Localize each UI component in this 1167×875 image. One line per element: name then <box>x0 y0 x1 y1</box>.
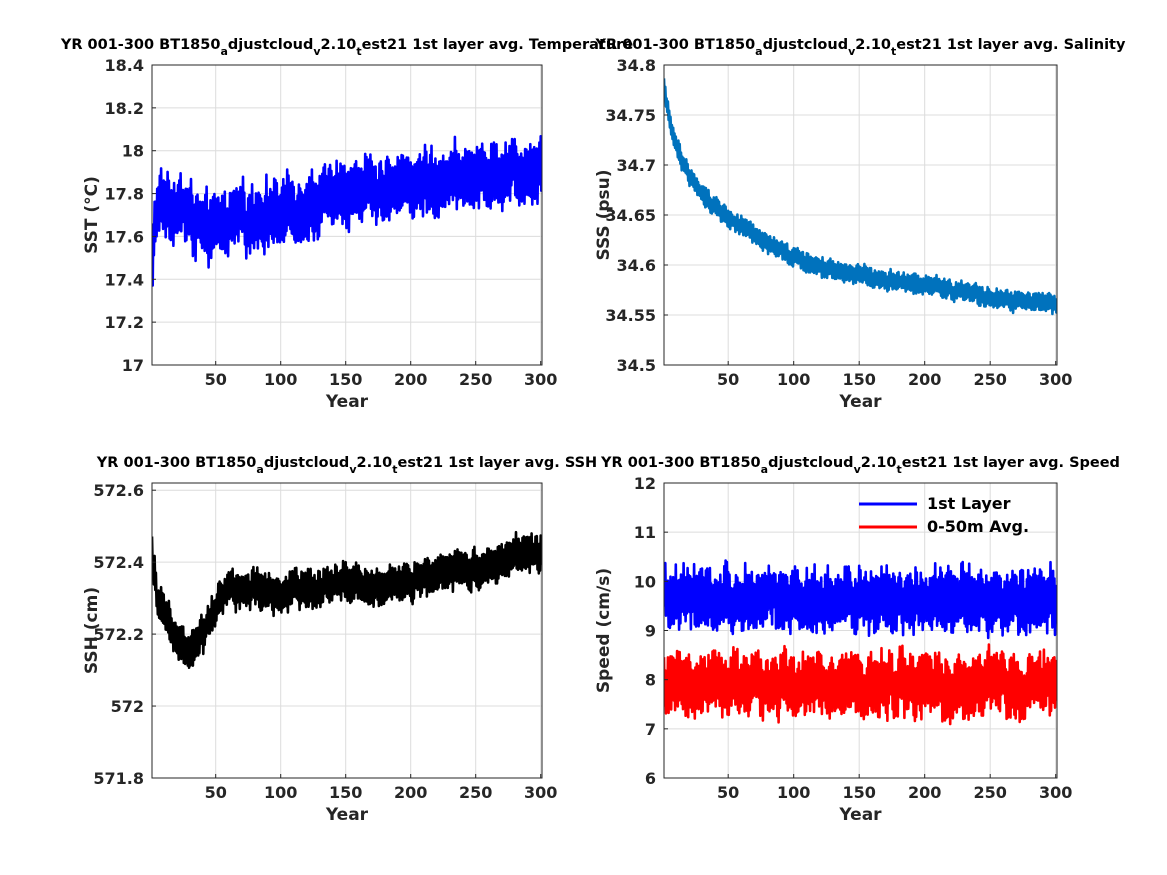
y-tick-label: 11 <box>634 523 656 542</box>
legend-entry: 1st Layer <box>927 494 1011 513</box>
x-tick-label: 200 <box>394 370 427 389</box>
y-tick-label: 10 <box>634 572 656 591</box>
x-tick-label: 150 <box>329 783 362 802</box>
y-axis-label: SSS (psu) <box>594 169 614 260</box>
x-tick-label: 50 <box>717 370 739 389</box>
x-tick-label: 100 <box>264 783 297 802</box>
x-tick-label: 50 <box>205 370 227 389</box>
y-tick-label: 17.8 <box>105 185 144 204</box>
x-tick-label: 100 <box>777 370 810 389</box>
series-line <box>152 135 542 287</box>
y-tick-label: 9 <box>645 622 656 641</box>
x-axis-label: Year <box>325 392 369 412</box>
x-tick-label: 250 <box>973 370 1006 389</box>
y-tick-label: 34.75 <box>605 106 656 125</box>
x-tick-label: 150 <box>842 370 875 389</box>
plot-area <box>152 483 542 778</box>
x-tick-label: 50 <box>205 783 227 802</box>
chart-title: YR 001-300 BT1850adjustcloudv2.10test21 … <box>600 455 1120 476</box>
y-axis-label: Speed (cm/s) <box>594 568 614 693</box>
y-tick-label: 34.55 <box>605 306 656 325</box>
legend-entry: 0-50m Avg. <box>927 517 1029 536</box>
x-tick-label: 300 <box>1039 783 1072 802</box>
series-line <box>664 559 1057 640</box>
y-tick-label: 18.2 <box>105 99 144 118</box>
y-axis-label: SST (°C) <box>82 176 102 254</box>
x-tick-label: 200 <box>394 783 427 802</box>
x-tick-label: 100 <box>777 783 810 802</box>
y-tick-label: 17.6 <box>105 227 144 246</box>
y-tick-label: 572.2 <box>93 625 144 644</box>
y-tick-label: 8 <box>645 671 656 690</box>
sss-panel: 50 100 150 200 250 300 34.5 34.55 34.6 34.65 34.7 3… <box>594 37 1126 412</box>
x-tick-label: 50 <box>717 783 739 802</box>
chart-title: YR 001-300 BT1850adjustcloudv2.10test21 … <box>60 37 634 58</box>
series-line <box>664 643 1057 726</box>
x-tick-label: 150 <box>842 783 875 802</box>
y-tick-label: 34.6 <box>617 256 656 275</box>
y-tick-label: 12 <box>634 474 656 493</box>
ssh-panel: 50 100 150 200 250 300 571.8 572 572.2 572.4 572.6… <box>82 455 597 825</box>
y-tick-label: 17 <box>122 356 144 375</box>
x-tick-label: 150 <box>329 370 362 389</box>
y-tick-label: 17.2 <box>105 313 144 332</box>
x-tick-label: 200 <box>908 783 941 802</box>
y-tick-label: 34.65 <box>605 206 656 225</box>
axis-box <box>151 64 543 366</box>
x-tick-label: 250 <box>459 783 492 802</box>
y-tick-label: 572.6 <box>93 481 144 500</box>
x-axis-label: Year <box>838 805 882 825</box>
x-axis-label: Year <box>325 805 369 825</box>
x-tick-label: 250 <box>459 370 492 389</box>
axis-box <box>151 482 543 779</box>
chart-title: YR 001-300 BT1850adjustcloudv2.10test21 … <box>96 455 597 476</box>
series-line <box>152 530 542 670</box>
speed-panel: 50 100 150 200 250 300 6 7 8 9 10 11 12 Year Speed (cm… <box>594 455 1120 825</box>
y-tick-label: 34.8 <box>617 56 656 75</box>
x-tick-label: 300 <box>524 783 557 802</box>
x-tick-label: 200 <box>908 370 941 389</box>
y-axis-label: SSH (cm) <box>82 587 102 674</box>
x-tick-label: 300 <box>524 370 557 389</box>
y-tick-label: 18 <box>122 142 144 161</box>
x-tick-label: 300 <box>1039 370 1072 389</box>
sst-panel: 50 100 150 200 250 300 17 17.2 17.4 17.6 17.8 18 18.… <box>60 37 634 412</box>
series-line <box>664 78 1057 316</box>
y-tick-label: 34.7 <box>617 156 656 175</box>
x-tick-label: 100 <box>264 370 297 389</box>
y-tick-label: 7 <box>645 720 656 739</box>
y-tick-label: 572 <box>111 697 144 716</box>
chart-title: YR 001-300 BT1850adjustcloudv2.10test21 … <box>595 37 1126 58</box>
y-tick-label: 571.8 <box>93 769 144 788</box>
x-tick-label: 250 <box>973 783 1006 802</box>
y-tick-label: 572.4 <box>93 553 144 572</box>
x-axis-label: Year <box>838 392 882 412</box>
y-tick-label: 6 <box>645 769 656 788</box>
y-tick-label: 18.4 <box>105 56 144 75</box>
y-tick-label: 17.4 <box>105 270 144 289</box>
y-tick-label: 34.5 <box>617 356 656 375</box>
